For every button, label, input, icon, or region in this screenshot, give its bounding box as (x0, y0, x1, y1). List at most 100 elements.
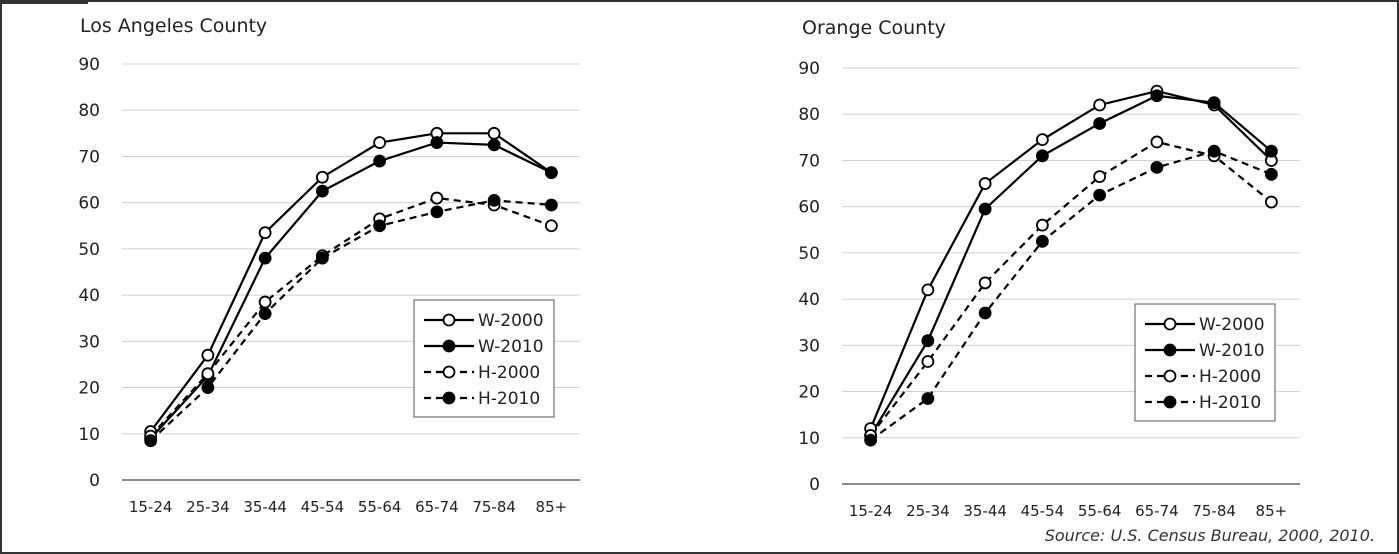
y-tick-label: 0 (89, 471, 100, 491)
y-tick-label: 50 (78, 240, 100, 260)
data-point-h-2000 (258, 295, 272, 309)
x-tick-label: 65-74 (1135, 502, 1179, 520)
data-point-w-2010 (487, 138, 501, 152)
series-line-w-2010 (149, 141, 552, 440)
data-point-h-2010 (864, 433, 878, 447)
y-tick-label: 90 (78, 55, 100, 75)
data-point-w-2010 (1207, 96, 1221, 110)
data-point-h-2010 (1035, 234, 1049, 248)
data-point-w-2010 (315, 184, 329, 198)
data-point-h-2010 (144, 434, 158, 448)
legend-label-h-2010: H-2010 (478, 389, 540, 409)
data-point-h-2010 (978, 306, 992, 320)
x-tick-label: 85+ (536, 498, 568, 516)
source-note: Source: U.S. Census Bureau, 2000, 2010. (1044, 526, 1375, 545)
legend-marker-h-2000 (442, 365, 456, 379)
data-point-h-2010 (201, 381, 215, 394)
legend-marker-w-2010 (442, 339, 456, 353)
x-tick-label: 15-24 (849, 502, 893, 520)
legend-label-h-2010: H-2010 (1199, 393, 1261, 413)
data-point-w-2010 (978, 202, 992, 216)
data-point-h-2000 (430, 191, 444, 205)
data-point-h-2000 (1035, 218, 1049, 232)
x-tick-label: 35-44 (963, 502, 1007, 520)
legend-marker-w-2000 (442, 313, 456, 327)
legend-marker-h-2010 (1163, 395, 1177, 409)
data-point-h-2010 (373, 219, 387, 233)
series-line-h-2010 (149, 199, 552, 442)
data-point-h-2000 (978, 276, 992, 290)
legend-marker-h-2010 (442, 391, 456, 405)
y-tick-label: 40 (78, 286, 100, 306)
data-point-h-2010 (430, 205, 444, 219)
data-point-w-2000 (315, 170, 329, 184)
data-point-w-2010 (258, 251, 272, 265)
series-line-w-2000 (149, 132, 552, 433)
y-tick-label: 40 (798, 290, 820, 310)
y-tick-label: 30 (798, 336, 820, 356)
top-left-tab (0, 0, 88, 4)
x-tick-label: 35-44 (243, 498, 287, 516)
legend-marker-w-2000 (1163, 317, 1177, 331)
data-point-w-2010 (1035, 149, 1049, 163)
chart-los-angeles: Los Angeles County 0 10 20 30 40 50 60 70 80 90 15-… (78, 15, 580, 516)
series-line-h-2000 (149, 196, 552, 437)
data-point-w-2000 (978, 177, 992, 190)
y-tick-label: 80 (798, 105, 820, 125)
x-tick-label: 25-34 (186, 498, 230, 516)
x-tick-label: 45-54 (1021, 502, 1065, 520)
y-tick-label: 30 (78, 332, 100, 352)
data-point-h-2010 (1093, 188, 1107, 202)
data-point-h-2010 (544, 198, 558, 212)
legend-label-w-2000: W-2000 (478, 311, 544, 331)
data-point-w-2010 (1093, 117, 1107, 130)
data-point-h-2000 (201, 367, 215, 381)
data-point-h-2010 (1207, 144, 1221, 158)
data-point-h-2010 (258, 307, 272, 321)
data-point-h-2010 (1264, 167, 1278, 181)
legend-label-h-2000: H-2000 (1199, 367, 1261, 387)
legend-label-h-2000: H-2000 (478, 363, 540, 383)
data-point-h-2000 (921, 355, 935, 368)
y-tick-label: 60 (78, 194, 100, 214)
y-tick-label: 10 (798, 429, 820, 449)
data-point-w-2010 (921, 334, 935, 348)
data-point-w-2000 (1093, 98, 1107, 112)
x-tick-label: 75-84 (1192, 502, 1236, 520)
chart-title: Los Angeles County (80, 15, 267, 37)
x-tick-label: 85+ (1256, 502, 1288, 520)
y-tick-label: 60 (798, 198, 820, 218)
data-point-w-2000 (487, 126, 501, 140)
y-tick-label: 70 (78, 147, 100, 167)
x-tick-label: 25-34 (906, 502, 950, 520)
x-tick-label: 55-64 (1078, 502, 1122, 520)
data-point-h-2010 (487, 193, 501, 207)
legend-label-w-2010: W-2010 (1199, 341, 1265, 361)
legend-label-w-2000: W-2000 (1199, 315, 1265, 335)
y-tick-label: 20 (798, 383, 820, 403)
y-tick-label: 0 (809, 475, 820, 495)
x-tick-label: 15-24 (129, 498, 173, 516)
data-point-h-2000 (1264, 195, 1278, 209)
data-point-w-2000 (1035, 133, 1049, 147)
y-tick-label: 10 (78, 425, 100, 445)
data-point-h-2010 (921, 392, 935, 405)
series-line-h-2010 (869, 150, 1272, 441)
legend-marker-w-2010 (1163, 343, 1177, 357)
y-tick-label: 20 (78, 379, 100, 399)
data-point-h-2000 (1093, 170, 1107, 184)
legend-marker-h-2000 (1163, 369, 1177, 383)
chart-title: Orange County (802, 17, 946, 39)
y-tick-label: 80 (78, 101, 100, 121)
x-tick-label: 65-74 (415, 498, 459, 516)
data-point-w-2010 (373, 154, 387, 168)
x-tick-label: 55-64 (358, 498, 402, 516)
data-point-h-2010 (1150, 160, 1164, 174)
data-point-w-2010 (544, 166, 558, 180)
y-tick-label: 70 (798, 151, 820, 171)
data-point-w-2010 (1150, 89, 1164, 103)
data-point-h-2010 (315, 251, 329, 265)
y-tick-label: 90 (798, 59, 820, 79)
